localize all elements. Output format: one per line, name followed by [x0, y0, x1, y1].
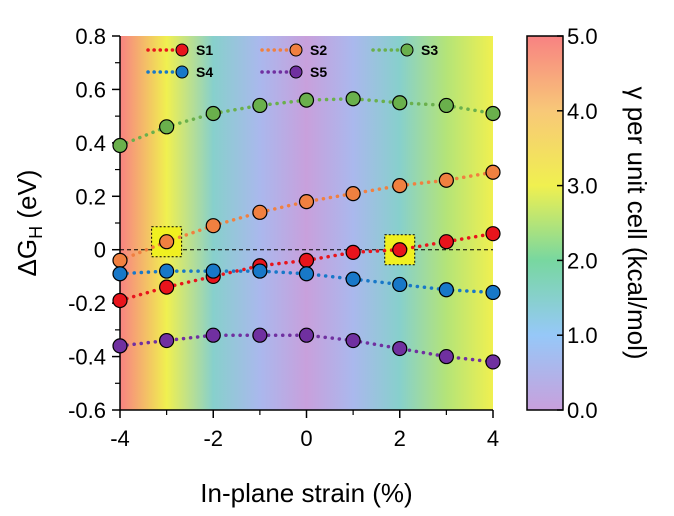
legend-item-s3: S3: [371, 42, 438, 58]
series-line: [118, 333, 495, 364]
data-point: [345, 271, 361, 287]
data-point: [112, 266, 128, 282]
series-s4: [112, 263, 501, 301]
data-point: [392, 95, 408, 111]
legend-label: S2: [310, 42, 327, 58]
legend-swatch-marker: [289, 65, 303, 79]
legend-item-s2: S2: [260, 42, 327, 58]
data-point: [438, 348, 454, 365]
data-point: [252, 263, 268, 279]
data-point: [392, 242, 408, 258]
data-point: [159, 234, 175, 250]
x-tick-label: -4: [110, 426, 130, 451]
y-tick-label: 0.6: [75, 77, 106, 102]
legend-label: S3: [421, 42, 438, 58]
data-point: [485, 284, 501, 301]
x-tick-label: 0: [300, 426, 312, 451]
series-s3: [112, 91, 501, 154]
data-point: [205, 218, 221, 234]
data-point: [252, 327, 268, 343]
legend: S1 S2 S3 S4 S5: [146, 42, 438, 80]
data-point: [485, 105, 501, 122]
y-axis-title: ΔGH (eV): [12, 170, 46, 277]
data-point: [485, 354, 501, 370]
colorbar-bar: [526, 35, 564, 411]
legend-label: S5: [310, 64, 327, 80]
data-point: [438, 97, 454, 114]
legend-item-s5: S5: [260, 64, 327, 80]
colorbar-tick-label: 3.0: [567, 174, 598, 199]
data-point: [345, 244, 361, 260]
data-point: [438, 234, 454, 250]
legend-swatch-marker: [175, 65, 189, 79]
data-point: [205, 105, 221, 122]
y-tick-label: -0.6: [68, 398, 106, 423]
y-axis-title-main: ΔG: [12, 239, 42, 277]
y-tick-label: 0: [94, 238, 106, 263]
data-point: [252, 97, 268, 114]
y-axis-title-unit: (eV): [12, 170, 42, 226]
data-point: [298, 266, 315, 282]
colorbar-title: γ per unit cell (kcal/mol): [622, 86, 652, 359]
colorbar-tick-label: 2.0: [567, 248, 598, 273]
data-point: [205, 327, 221, 343]
colorbar-tick-label: 5.0: [567, 24, 598, 49]
x-tick-label: 4: [487, 426, 499, 451]
data-point: [392, 340, 408, 357]
y-tick-label: 0.4: [75, 131, 106, 156]
legend-item-s1: S1: [146, 42, 213, 58]
x-tick-label: 2: [394, 426, 406, 451]
series-s5: [112, 327, 501, 370]
data-point: [345, 186, 361, 202]
legend-swatch-marker: [175, 43, 189, 57]
data-point: [112, 137, 128, 154]
colorbar-tick-label: 1.0: [567, 323, 598, 348]
y-tick-label: -0.4: [68, 345, 106, 370]
x-tick-label: -2: [203, 426, 223, 451]
axes: -0.6 -0.4 -0.2 0 0.2 0.4 0.6 0.8 -4 -2 0 2 4: [68, 24, 499, 451]
legend-label: S4: [196, 64, 213, 80]
data-point: [112, 252, 128, 268]
colorbar: 0.0 1.0 2.0 3.0 4.0 5.0: [526, 24, 598, 423]
data-point: [438, 172, 454, 188]
data-point: [345, 91, 361, 107]
data-point: [205, 263, 221, 279]
data-point: [485, 226, 501, 242]
data-point: [438, 282, 454, 298]
legend-swatch-marker: [400, 43, 414, 57]
x-axis-title: In-plane strain (%): [200, 478, 412, 508]
data-point: [298, 327, 315, 343]
y-axis-title-sub: H: [26, 226, 46, 239]
data-point: [298, 92, 315, 108]
legend-swatch-marker: [289, 43, 303, 57]
data-point: [252, 204, 268, 220]
data-point: [392, 276, 408, 293]
data-point: [392, 178, 408, 194]
y-tick-label: -0.2: [68, 291, 106, 316]
series-layer: [112, 91, 501, 370]
y-tick-label: 0.8: [75, 24, 106, 49]
data-point: [159, 279, 175, 295]
data-point: [485, 164, 501, 180]
series-line: [118, 269, 495, 295]
colorbar-tick-label: 0.0: [567, 398, 598, 423]
data-point: [159, 263, 175, 279]
data-point: [298, 194, 315, 210]
legend-item-s4: S4: [146, 64, 213, 80]
y-tick-label: 0.2: [75, 184, 106, 209]
colorbar-tick-label: 4.0: [567, 99, 598, 124]
data-point: [159, 332, 175, 349]
data-point: [112, 338, 128, 354]
data-point: [345, 332, 361, 349]
series-s2: [112, 164, 501, 268]
data-point: [298, 252, 315, 268]
data-point: [159, 119, 175, 135]
data-point: [112, 292, 128, 309]
legend-label: S1: [196, 42, 213, 58]
